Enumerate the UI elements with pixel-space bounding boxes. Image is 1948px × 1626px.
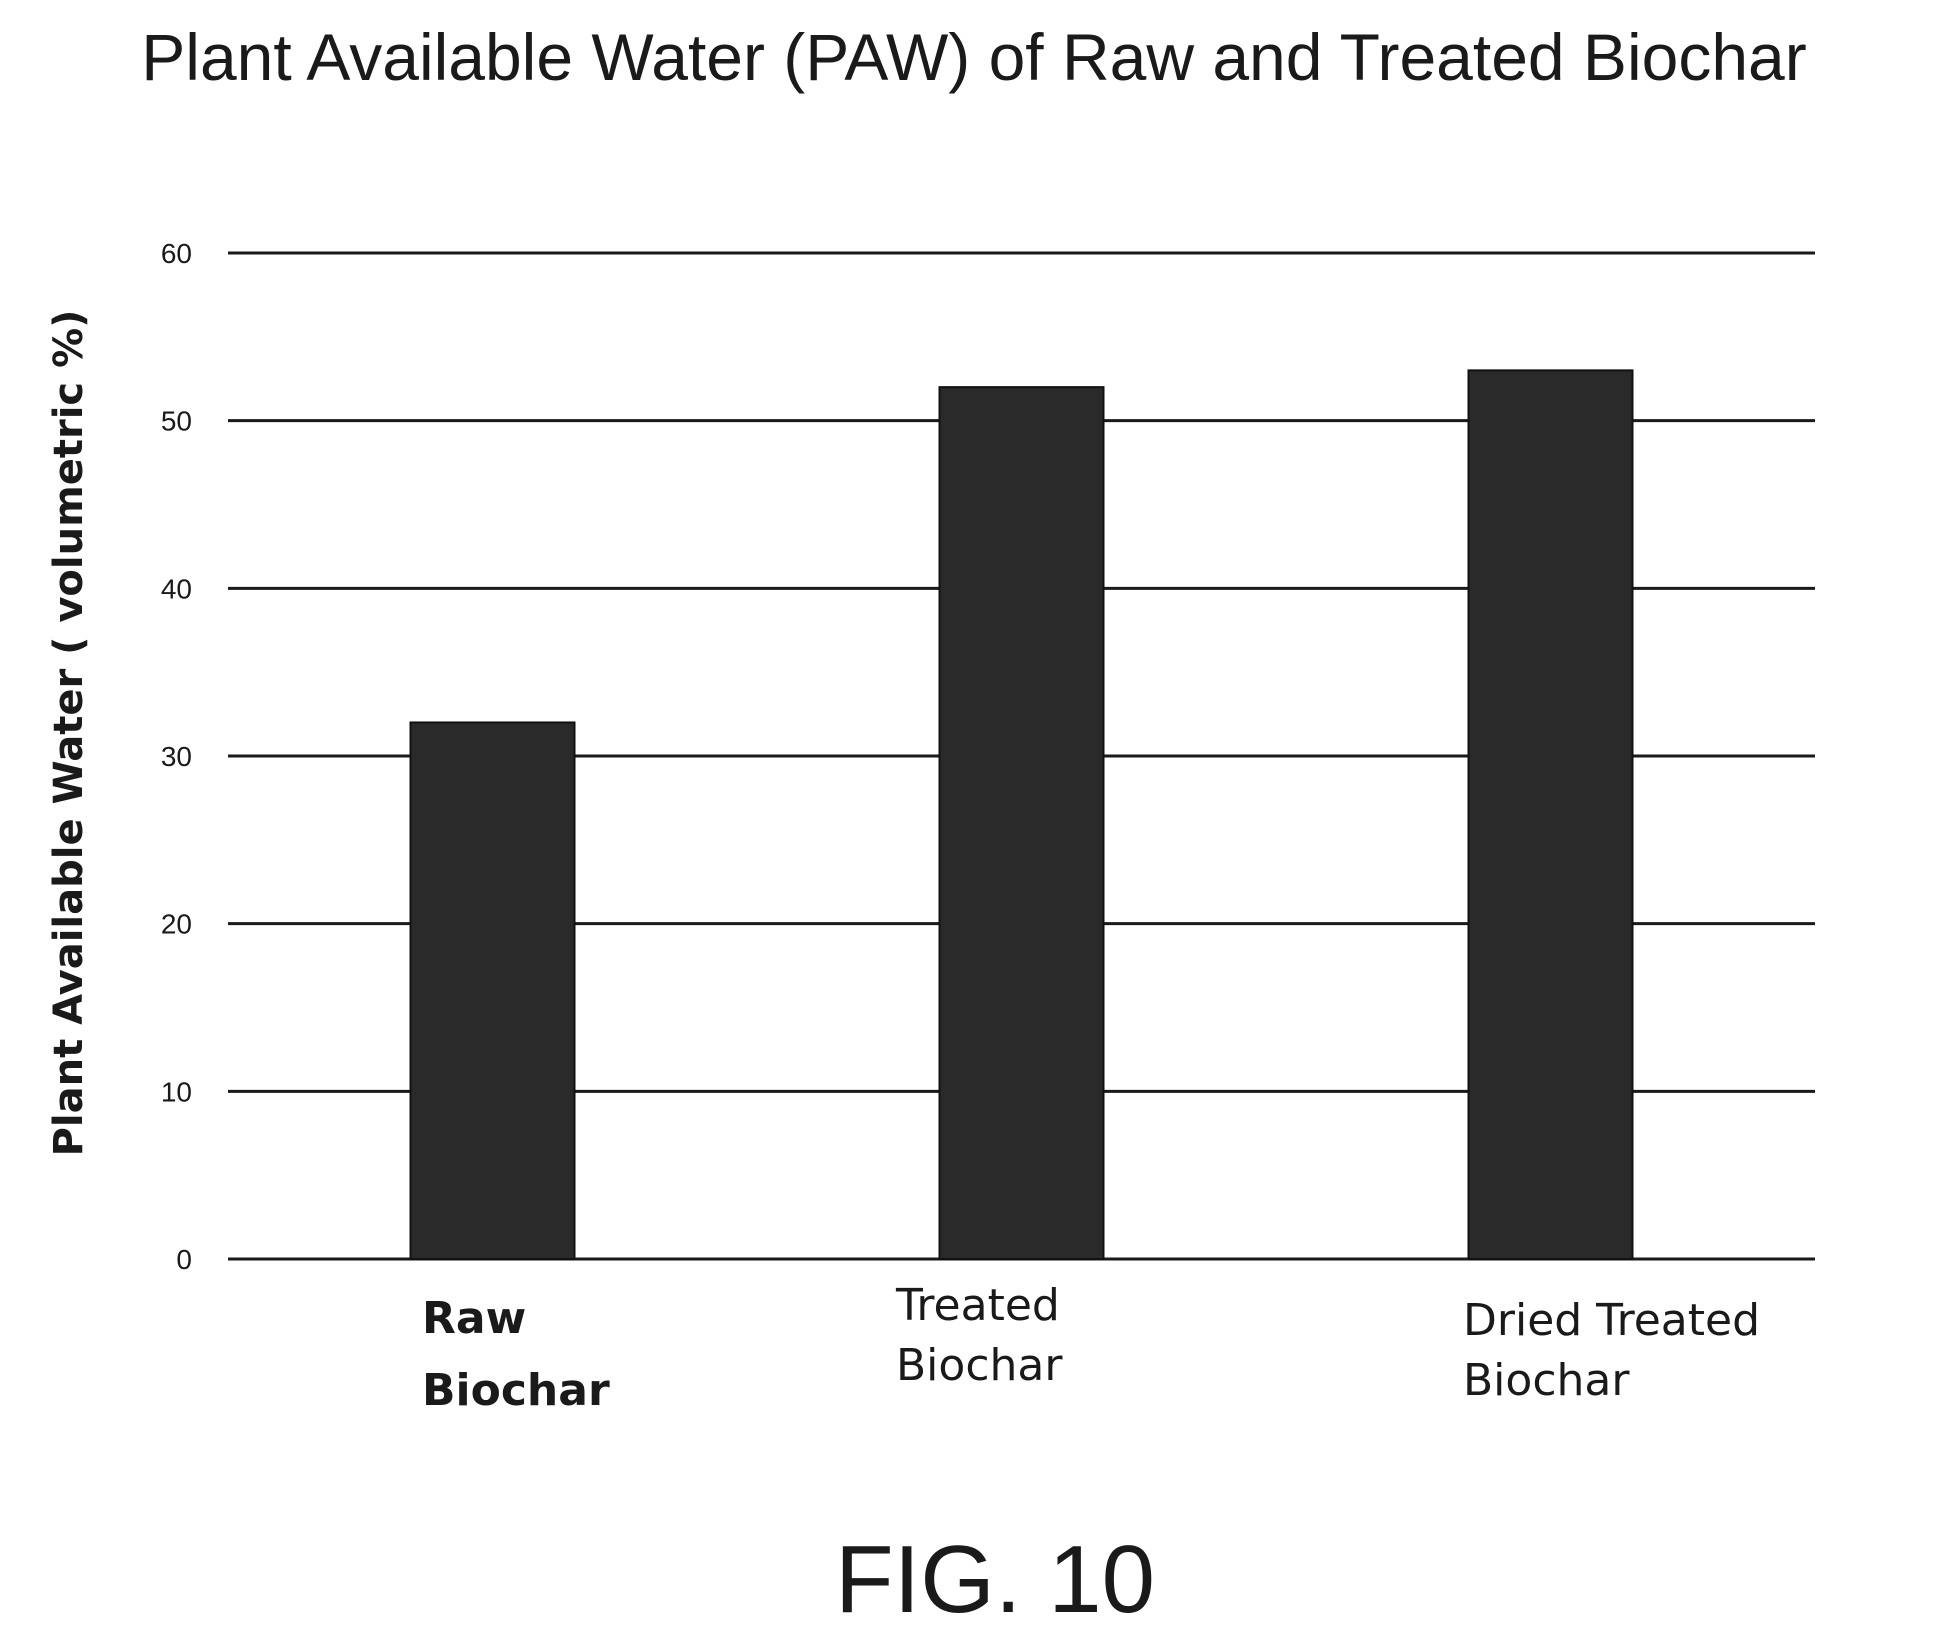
category-label: Dried Treated Biochar — [1463, 1295, 1760, 1406]
bar — [409, 721, 576, 1260]
y-tick-label: 50 — [161, 406, 192, 437]
category-label-line: Treated — [895, 1280, 1060, 1331]
category-label-line: Raw — [422, 1293, 526, 1344]
category-label-line: Biochar — [422, 1365, 610, 1416]
y-axis-label: Plant Available Water ( volumetric %) — [46, 310, 92, 1157]
chart-title: Plant Available Water (PAW) of Raw and T… — [141, 20, 1806, 94]
y-tick-label: 30 — [161, 741, 192, 772]
y-tick-label: 20 — [161, 909, 192, 940]
bar — [938, 386, 1105, 1260]
y-tick-label: 0 — [176, 1244, 192, 1275]
category-labels: Raw Biochar Treated Biochar Dried Treated Bio… — [422, 1280, 1760, 1416]
figure-label: FIG. 10 — [835, 1526, 1155, 1626]
category-label: Raw Biochar — [422, 1293, 610, 1416]
y-tick-labels: 0 10 20 30 40 50 60 — [161, 238, 192, 1275]
category-label-line: Biochar — [896, 1340, 1063, 1391]
y-tick-label: 60 — [161, 238, 192, 269]
category-label-line: Biochar — [1463, 1355, 1630, 1406]
bars — [409, 369, 1634, 1261]
category-label: Treated Biochar — [895, 1280, 1063, 1391]
bar — [1467, 369, 1634, 1261]
y-tick-label: 40 — [161, 573, 192, 604]
y-tick-label: 10 — [161, 1076, 192, 1107]
category-label-line: Dried Treated — [1463, 1295, 1760, 1346]
